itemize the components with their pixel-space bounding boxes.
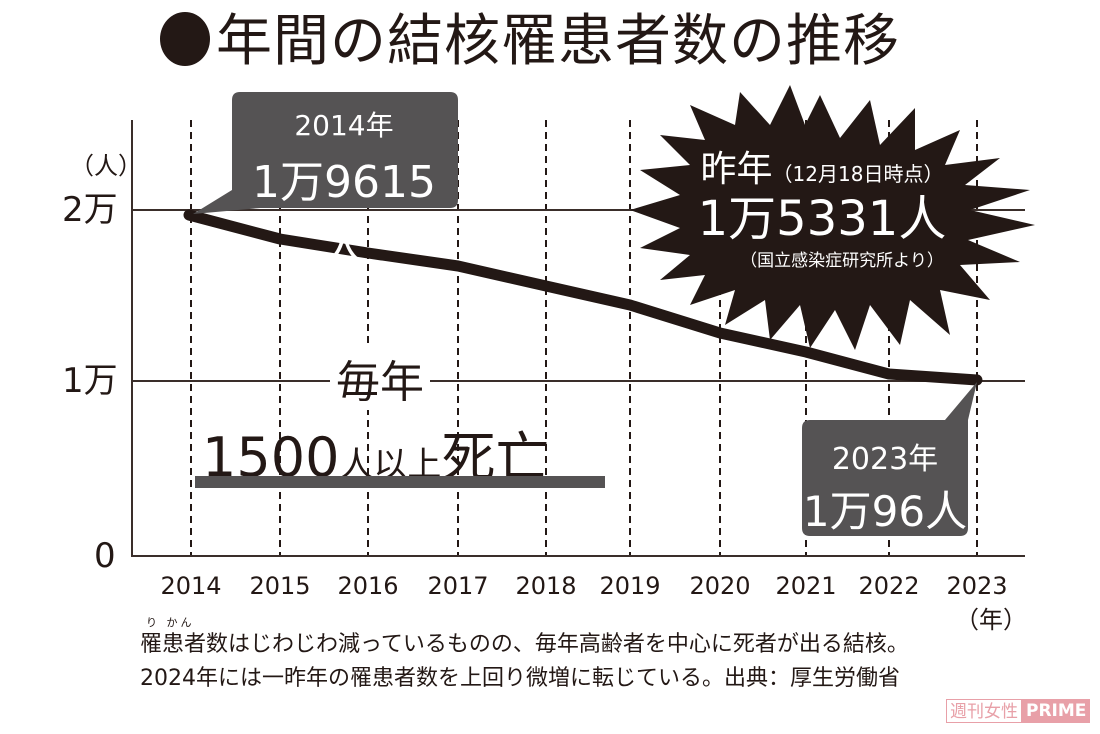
y-tick-20000: 2万	[62, 190, 118, 230]
logo-part2: PRIME	[1022, 699, 1091, 723]
burst-callout: 昨年（12月18日時点） 1万5331人 （国立感染症研究所より）	[672, 140, 972, 271]
caption: 罹患者数はじわじわ減っているものの、毎年高齢者を中心に死者が出る結核。2024年…	[140, 632, 909, 691]
x-tick: 2015	[249, 572, 311, 600]
publisher-logo: 週刊女性 PRIME	[946, 699, 1091, 723]
callout-2023: 2023年 1万96人	[800, 420, 970, 536]
y-axis-unit: （人）	[70, 152, 142, 180]
x-axis-unit: （年）	[955, 606, 1027, 634]
x-tick: 2019	[599, 572, 661, 600]
annotation-underline	[195, 476, 605, 488]
callout-2014-value: 1万9615人	[252, 157, 436, 272]
y-tick-10000: 1万	[62, 361, 118, 401]
callout-2014-year: 2014年	[294, 109, 394, 142]
burst-label: 昨年	[700, 149, 773, 190]
callout-2023-value: 1万96人	[802, 487, 968, 536]
callout-2023-year: 2023年	[831, 442, 939, 477]
callout-2014-shape	[193, 92, 458, 214]
annotation-every-year: 毎年	[330, 346, 430, 410]
chart-title-text: 年間の結核罹患者数の推移	[216, 9, 900, 74]
caption-ruby: り かん	[146, 616, 195, 629]
callout-2014: 2014年 1万9615人	[232, 92, 456, 272]
x-tick: 2022	[858, 572, 920, 600]
burst-value: 1万5331人	[697, 191, 947, 247]
starburst-shape	[630, 85, 1035, 350]
burst-date-note: （12月18日時点）	[772, 162, 944, 186]
callout-2023-shape	[802, 382, 977, 536]
data-line	[183, 209, 983, 386]
x-tick: 2021	[775, 572, 837, 600]
x-tick: 2018	[515, 572, 577, 600]
x-tick: 2016	[337, 572, 399, 600]
chart-title: 年間の結核罹患者数の推移	[160, 2, 900, 82]
x-tick: 2014	[160, 572, 222, 600]
x-tick: 2020	[689, 572, 751, 600]
x-tick: 2017	[427, 572, 489, 600]
y-tick-0: 0	[94, 536, 116, 576]
x-tick: 2023	[946, 572, 1008, 600]
bullet-icon	[160, 12, 210, 66]
logo-part1: 週刊女性	[946, 699, 1022, 723]
burst-source-note: （国立感染症研究所より）	[740, 251, 944, 271]
